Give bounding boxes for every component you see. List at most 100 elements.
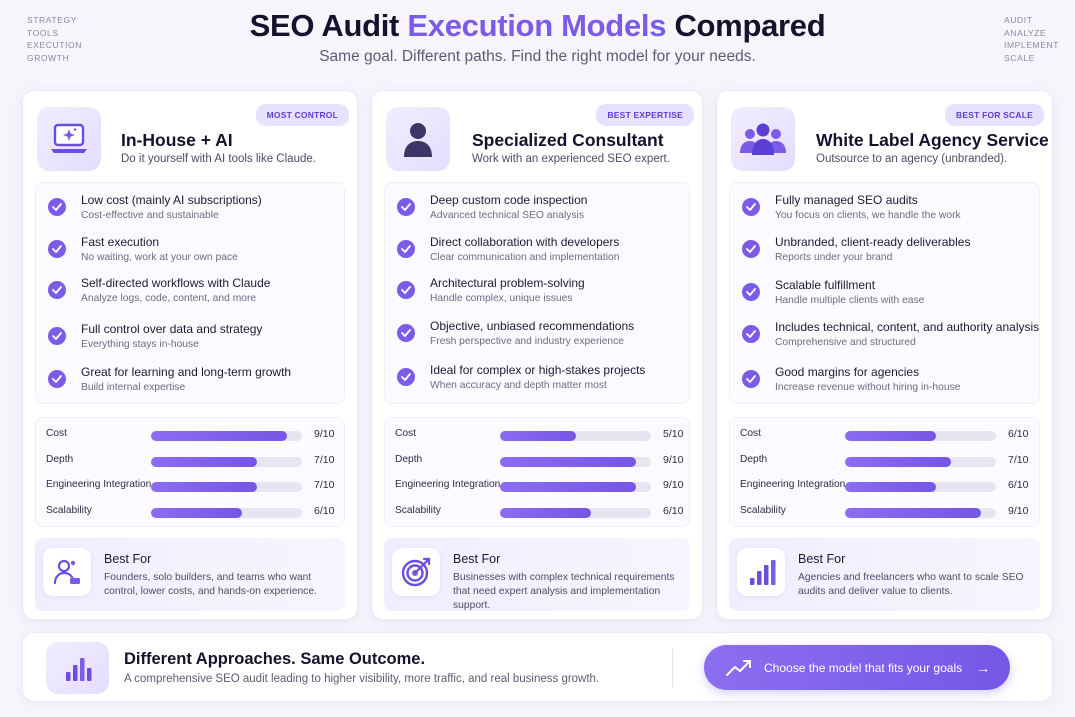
card-title: In-House + AI bbox=[121, 130, 233, 150]
check-icon bbox=[397, 240, 415, 258]
choose-model-button[interactable]: Choose the model that fits your goals → bbox=[704, 645, 1010, 690]
feature-title: Fast execution bbox=[81, 235, 160, 249]
rating-label: Cost bbox=[740, 428, 761, 439]
rating-bar bbox=[500, 482, 651, 492]
feature-title: Self-directed workflows with Claude bbox=[81, 276, 271, 290]
rating-value: 6/10 bbox=[663, 505, 684, 517]
rating-row: Engineering Integration 6/10 bbox=[740, 478, 1029, 494]
rating-panel: Cost 9/10 Depth 7/10 Engineering Integra… bbox=[35, 417, 345, 527]
rating-bar bbox=[151, 431, 302, 441]
rating-bar bbox=[151, 482, 302, 492]
card-badge: BEST EXPERTISE bbox=[596, 104, 694, 126]
rating-row: Depth 7/10 bbox=[46, 453, 334, 469]
feature-item: Includes technical, content, and authori… bbox=[742, 319, 1039, 355]
check-icon bbox=[397, 324, 415, 342]
rating-fill bbox=[845, 431, 936, 441]
rating-panel: Cost 6/10 Depth 7/10 Engineering Integra… bbox=[729, 417, 1040, 527]
rating-fill bbox=[500, 431, 576, 441]
rating-value: 7/10 bbox=[314, 479, 335, 491]
card-badge: BEST FOR SCALE bbox=[945, 104, 1044, 126]
check-icon bbox=[397, 368, 415, 386]
rating-label: Cost bbox=[46, 428, 67, 439]
feature-item: Low cost (mainly AI subscriptions) Cost-… bbox=[48, 192, 338, 228]
feature-desc: Fresh perspective and industry experienc… bbox=[430, 336, 625, 347]
rating-label: Depth bbox=[395, 454, 423, 465]
rating-label: Scalability bbox=[740, 505, 786, 516]
feature-title: Unbranded, client-ready deliverables bbox=[775, 235, 971, 249]
rating-value: 9/10 bbox=[1008, 505, 1029, 517]
feature-desc: Comprehensive and structured bbox=[775, 337, 916, 348]
feature-desc: When accuracy and depth matter most bbox=[430, 380, 607, 391]
rating-label: Engineering Integration bbox=[46, 479, 152, 490]
feature-title: Low cost (mainly AI subscriptions) bbox=[81, 193, 262, 207]
feature-desc: You focus on clients, we handle the work bbox=[775, 210, 961, 221]
card-badge: MOST CONTROL bbox=[255, 104, 349, 126]
rating-fill bbox=[151, 431, 287, 441]
page-subtitle: Same goal. Different paths. Find the rig… bbox=[319, 48, 756, 65]
rating-bar bbox=[500, 431, 651, 441]
feature-list: Low cost (mainly AI subscriptions) Cost-… bbox=[35, 182, 345, 404]
rating-fill bbox=[845, 508, 981, 518]
corner-label: IMPLEMENT bbox=[1004, 40, 1059, 50]
rating-fill bbox=[151, 508, 242, 518]
feature-item: Good margins for agencies Increase reven… bbox=[742, 364, 1033, 400]
rating-row: Scalability 6/10 bbox=[395, 504, 683, 520]
check-icon bbox=[742, 325, 760, 343]
rating-label: Depth bbox=[740, 454, 768, 465]
check-icon bbox=[742, 198, 760, 216]
best-for-desc: Businesses with complex technical requir… bbox=[453, 572, 675, 611]
rating-row: Cost 6/10 bbox=[740, 427, 1029, 443]
feature-item: Deep custom code inspection Advanced tec… bbox=[397, 192, 683, 228]
best-for-panel: Best For Businesses with complex technic… bbox=[384, 538, 690, 611]
rating-value: 9/10 bbox=[663, 454, 684, 466]
rating-fill bbox=[500, 457, 636, 467]
corner-label: GROWTH bbox=[27, 52, 70, 63]
feature-list: Deep custom code inspection Advanced tec… bbox=[384, 182, 690, 404]
check-icon bbox=[48, 281, 66, 299]
corner-label: AUDIT bbox=[1004, 15, 1033, 25]
check-icon bbox=[742, 370, 760, 388]
rating-fill bbox=[500, 508, 591, 518]
bar-chart-icon bbox=[737, 548, 785, 596]
rating-value: 5/10 bbox=[663, 428, 684, 440]
feature-desc: Advanced technical SEO analysis bbox=[430, 210, 584, 221]
feature-title: Objective, unbiased recommendations bbox=[430, 319, 635, 333]
rating-bar bbox=[845, 457, 996, 467]
rating-value: 9/10 bbox=[663, 479, 684, 491]
feature-item: Objective, unbiased recommendations Fres… bbox=[397, 318, 683, 354]
feature-title: Full control over data and strategy bbox=[81, 322, 263, 336]
rating-row: Depth 7/10 bbox=[740, 453, 1029, 469]
feature-desc: Cost-effective and sustainable bbox=[81, 210, 219, 221]
rating-row: Engineering Integration 9/10 bbox=[395, 478, 683, 494]
feature-desc: Build internal expertise bbox=[81, 382, 186, 393]
best-for-desc: Agencies and freelancers who want to sca… bbox=[798, 572, 1024, 597]
cta-label: Choose the model that fits your goals bbox=[764, 660, 963, 675]
feature-desc: Clear communication and implementation bbox=[430, 252, 620, 263]
rating-panel: Cost 5/10 Depth 9/10 Engineering Integra… bbox=[384, 417, 690, 527]
model-card-agency: BEST FOR SCALE White Label Agency Servic… bbox=[716, 90, 1053, 620]
feature-title: Great for learning and long-term growth bbox=[81, 365, 292, 379]
feature-desc: Reports under your brand bbox=[775, 252, 893, 263]
rating-value: 6/10 bbox=[1008, 428, 1029, 440]
rating-row: Cost 9/10 bbox=[46, 427, 334, 443]
check-icon bbox=[48, 370, 66, 388]
feature-item: Great for learning and long-term growth … bbox=[48, 364, 338, 400]
rating-fill bbox=[500, 482, 636, 492]
rating-value: 7/10 bbox=[314, 454, 335, 466]
rating-value: 9/10 bbox=[314, 428, 335, 440]
check-icon bbox=[742, 240, 760, 258]
rating-fill bbox=[845, 482, 936, 492]
feature-title: Good margins for agencies bbox=[775, 365, 920, 379]
rating-bar bbox=[151, 508, 302, 518]
feature-title: Includes technical, content, and authori… bbox=[775, 320, 1040, 334]
rating-bar bbox=[151, 457, 302, 467]
rating-row: Scalability 6/10 bbox=[46, 504, 334, 520]
title-part: SEO Audit bbox=[249, 8, 408, 43]
feature-item: Direct collaboration with developers Cle… bbox=[397, 234, 683, 270]
best-for-desc: Founders, solo builders, and teams who w… bbox=[104, 572, 317, 597]
arrow-right-icon: → bbox=[976, 659, 991, 676]
feature-desc: Handle complex, unique issues bbox=[430, 293, 573, 304]
card-subtitle: Outsource to an agency (unbranded). bbox=[816, 153, 1008, 165]
rating-bar bbox=[845, 482, 996, 492]
rating-label: Cost bbox=[395, 428, 416, 439]
